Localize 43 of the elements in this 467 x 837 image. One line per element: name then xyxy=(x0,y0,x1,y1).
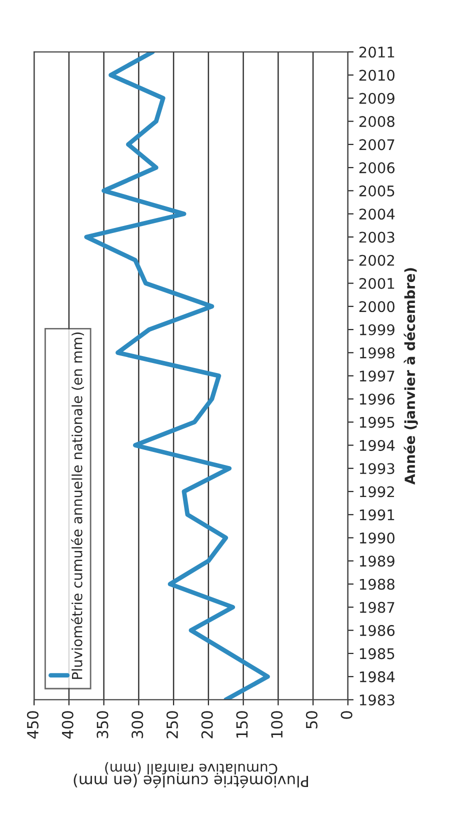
y-tick-label: 1988 xyxy=(360,578,394,590)
x-tick-label: 300 xyxy=(132,711,144,738)
y-axis-title: Année (janvier à décembre) xyxy=(404,268,418,485)
y-tick-label: 2003 xyxy=(359,232,394,243)
x-tick-label: 100 xyxy=(271,711,283,738)
text: Pluviométrie cumulée annuelle nationale (en mm) xyxy=(71,332,84,679)
y-tick-label: 2005 xyxy=(359,185,394,196)
y-tick-label: 2006 xyxy=(359,162,395,174)
x-axis-title: Pluviométrie cumulée (en mm) xyxy=(74,774,308,788)
y-tick-label: 1984 xyxy=(360,671,395,682)
y-tick-label: 1986 xyxy=(360,625,395,636)
y-tick-label: 1993 xyxy=(360,463,394,474)
y-tick-label: 1997 xyxy=(360,370,394,382)
y-tick-label: 2007 xyxy=(359,139,394,150)
y-tick-label: 2011 xyxy=(359,46,394,58)
y-tick-label: 1998 xyxy=(360,347,394,358)
x-tick-label: 50 xyxy=(306,711,318,728)
y-tick-label: 2008 xyxy=(359,116,394,128)
y-tick-label: 2000 xyxy=(359,301,394,312)
y-tick-label: 1992 xyxy=(360,486,394,498)
y-tick-label: 1999 xyxy=(360,324,394,336)
text: Cumulative rainfall (mm) xyxy=(105,762,278,774)
y-tick-label: 2002 xyxy=(359,254,394,266)
y-tick-label: 1996 xyxy=(360,394,395,405)
x-tick-label: 450 xyxy=(26,711,39,739)
y-tick-label: 1991 xyxy=(360,509,394,520)
y-tick-label: 1990 xyxy=(360,532,394,544)
x-tick-label: 400 xyxy=(62,711,74,739)
y-tick-label: 2004 xyxy=(359,208,395,220)
x-tick-label: 0 xyxy=(340,711,352,719)
y-tick-label: 2009 xyxy=(359,92,394,104)
x-tick-label: 200 xyxy=(201,711,213,738)
y-tick-label: 2010 xyxy=(359,70,394,81)
y-tick-label: 1985 xyxy=(360,648,394,660)
y-tick-label: 1989 xyxy=(360,556,394,567)
y-tick-label: 1983 xyxy=(360,694,394,706)
y-tick-label: 1994 xyxy=(360,440,395,451)
y-tick-label: 2001 xyxy=(359,278,394,290)
x-tick-label: 150 xyxy=(236,711,248,738)
y-tick-label: 1995 xyxy=(360,416,394,428)
x-tick-label: 350 xyxy=(96,711,108,738)
y-tick-label: 1987 xyxy=(360,602,394,613)
x-tick-label: 250 xyxy=(166,711,178,738)
